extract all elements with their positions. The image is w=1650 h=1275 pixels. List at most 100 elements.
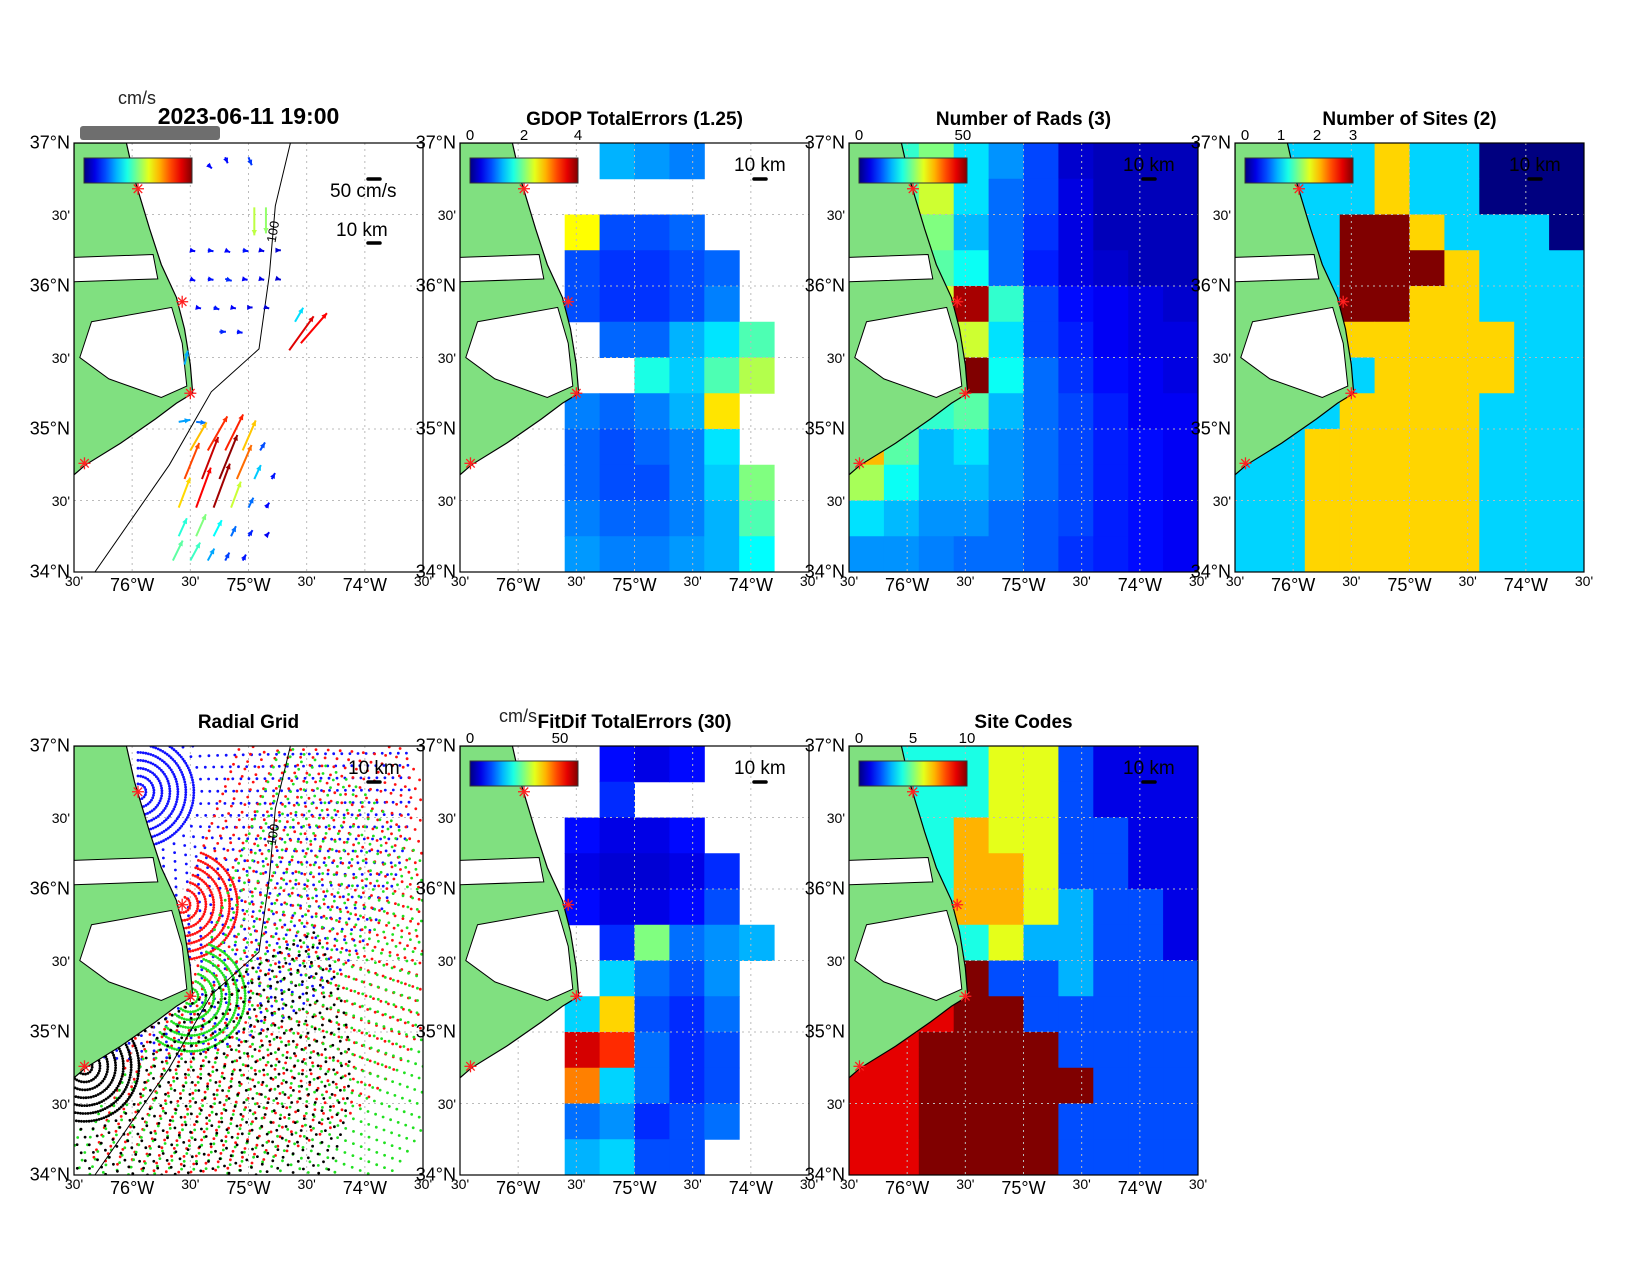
radial-grid-point <box>416 922 420 926</box>
radial-grid-point <box>176 1024 179 1028</box>
radial-grid-point <box>225 1128 229 1132</box>
radial-grid-point <box>416 999 419 1002</box>
radial-grid-point <box>221 1148 225 1152</box>
radial-grid-point <box>158 1157 162 1160</box>
radial-grid-point <box>333 1093 337 1097</box>
radial-grid-point <box>311 1064 315 1068</box>
lon-tick-label: 75°W <box>226 575 271 595</box>
radial-grid-point <box>340 752 344 756</box>
radial-grid-point <box>168 1012 172 1016</box>
radial-grid-point <box>378 919 381 922</box>
radial-grid-point <box>388 951 392 954</box>
radial-grid-point <box>281 1091 285 1094</box>
radial-grid-point <box>306 932 310 936</box>
radial-grid-point <box>172 1079 176 1083</box>
radial-grid-point <box>265 883 269 887</box>
radial-grid-point <box>211 1070 215 1073</box>
radial-grid-point <box>370 957 374 961</box>
radial-grid-point <box>400 935 403 939</box>
vector-arrowhead <box>298 307 304 314</box>
radial-grid-point <box>119 1151 123 1155</box>
radial-grid-point <box>243 767 247 771</box>
vector-arrowhead <box>213 437 219 443</box>
radial-grid-point <box>172 748 176 752</box>
radial-grid-point <box>351 1052 355 1056</box>
radial-grid-point <box>209 1145 213 1149</box>
radial-grid-point <box>381 974 385 978</box>
radial-grid-point <box>320 1015 324 1019</box>
radial-grid-point <box>122 1090 126 1094</box>
radial-grid-point <box>262 1056 265 1060</box>
radial-grid-point <box>246 1140 249 1143</box>
radial-grid-point <box>204 902 208 906</box>
colorbar-tick-label: 0 <box>1240 127 1250 144</box>
radial-grid-point <box>223 856 227 860</box>
radial-grid-point <box>227 988 231 991</box>
radial-grid-point <box>420 851 423 855</box>
radial-grid-point <box>305 935 309 938</box>
radial-grid-point <box>351 1104 355 1108</box>
radial-grid-point <box>201 1104 204 1108</box>
radial-grid-point <box>173 805 177 809</box>
heatmap-cell <box>1374 178 1410 215</box>
radial-grid-point <box>202 1130 206 1134</box>
radial-grid-point <box>275 1128 279 1132</box>
radial-grid-point <box>273 923 277 926</box>
radial-grid-point <box>373 752 376 756</box>
radial-grid-point <box>148 1107 152 1111</box>
radial-grid-point <box>308 1160 312 1164</box>
radial-grid-point <box>380 951 383 955</box>
heatmap-cell <box>634 393 670 430</box>
radial-grid-point <box>230 927 234 931</box>
heatmap-cell <box>1163 429 1198 466</box>
radial-grid-point <box>369 873 372 876</box>
radial-grid-point <box>176 1064 180 1068</box>
radial-grid-point <box>373 1010 377 1014</box>
radial-grid-point <box>158 1031 162 1034</box>
radial-grid-point <box>227 990 231 994</box>
radial-grid-point <box>198 1145 202 1149</box>
radial-grid-point <box>263 1113 267 1116</box>
radial-grid-point <box>78 1103 81 1107</box>
radial-grid-point <box>409 938 412 941</box>
radial-grid-point <box>199 1052 202 1056</box>
radial-grid-point <box>263 801 267 805</box>
radial-grid-point <box>308 763 312 767</box>
radial-grid-point <box>240 775 244 778</box>
radial-grid-point <box>189 1065 193 1069</box>
colorbar-tick-label: 0 <box>465 127 475 144</box>
radial-grid-point <box>117 1107 121 1111</box>
radial-grid-point <box>129 1071 133 1074</box>
radial-grid-point <box>415 974 418 978</box>
radial-grid-point <box>247 825 251 829</box>
radial-grid-point <box>202 852 205 856</box>
radial-grid-point <box>319 967 322 970</box>
radial-grid-point <box>198 877 202 881</box>
radial-grid-point <box>183 1115 187 1119</box>
radial-grid-point <box>99 1141 103 1145</box>
radial-grid-point <box>194 980 198 983</box>
heatmap-cell <box>1374 393 1410 430</box>
radial-grid-point <box>327 776 331 780</box>
radial-grid-point <box>329 967 332 971</box>
radial-grid-point <box>139 751 142 754</box>
radial-grid-point <box>393 889 397 893</box>
radial-grid-point <box>158 1085 162 1088</box>
heatmap-cell <box>1374 429 1410 466</box>
radial-grid-point <box>313 1108 317 1111</box>
radial-grid-point <box>318 939 322 942</box>
radial-grid-point <box>177 766 181 770</box>
radial-grid-point <box>298 1097 302 1100</box>
radial-grid-point <box>375 798 379 802</box>
radial-grid-point <box>290 1005 294 1008</box>
radial-grid-point <box>103 1088 106 1092</box>
radial-grid-point <box>173 1126 177 1130</box>
radial-grid-point <box>170 1020 173 1023</box>
radial-grid-point <box>127 1050 131 1054</box>
radial-grid-point <box>390 1027 393 1031</box>
radial-grid-point <box>146 802 150 806</box>
radial-grid-point <box>305 1137 309 1140</box>
radial-grid-point <box>380 751 384 755</box>
radial-grid-point <box>139 774 142 778</box>
radial-grid-point <box>258 1058 262 1061</box>
